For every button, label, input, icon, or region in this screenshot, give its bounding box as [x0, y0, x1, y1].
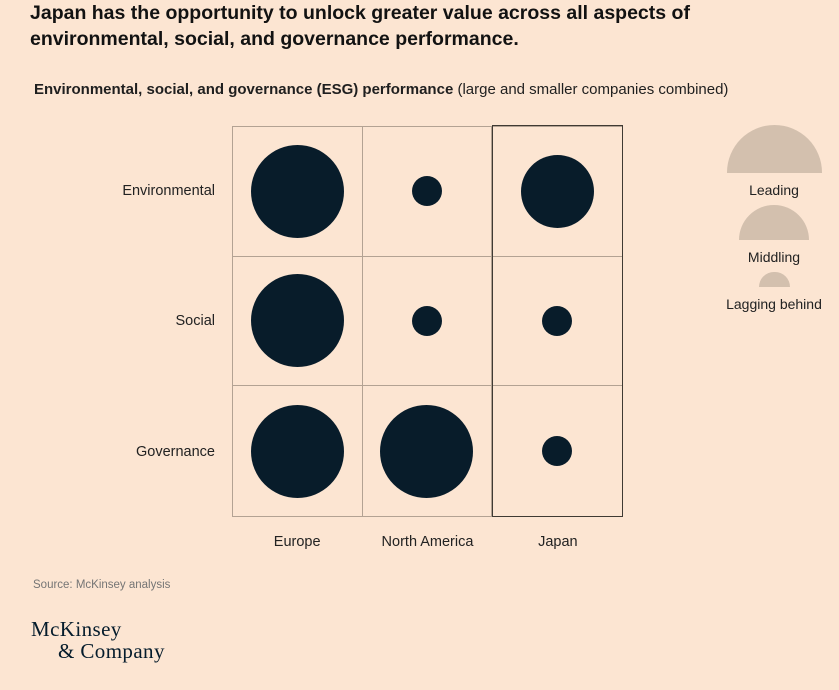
rating-bubble-leading — [250, 274, 344, 368]
cell-social-japan — [492, 257, 622, 387]
legend-semicircle-leading-icon — [726, 125, 822, 173]
mckinsey-logo: McKinsey & Company — [31, 618, 165, 662]
rating-bubble-lagging-behind — [542, 436, 573, 467]
chart-title-note: (large and smaller companies combined) — [453, 81, 729, 98]
legend-label-leading: Leading — [749, 181, 799, 198]
legend-label-lagging-behind: Lagging behind — [726, 296, 822, 312]
chart-title-bold: Environmental, social, and governance (E… — [34, 81, 454, 98]
col-label-north-america: North America — [381, 534, 474, 550]
chart-subtitle: Environmental, social, and governance (E… — [34, 81, 728, 98]
rating-bubble-leading — [380, 404, 474, 498]
cell-environmental-japan — [492, 127, 622, 257]
col-label-japan: Japan — [538, 534, 578, 550]
row-label-environmental: Environmental — [122, 183, 215, 200]
rating-bubble-middling — [520, 154, 594, 228]
row-labels: Environmental Social Governance — [0, 126, 215, 517]
source-note: Source: McKinsey analysis — [33, 579, 171, 591]
legend-semicircle-lagging-behind-icon — [758, 271, 790, 287]
legend-semicircle-middling-icon — [739, 204, 809, 240]
cell-environmental-europe — [233, 127, 363, 257]
rating-bubble-lagging-behind — [542, 305, 573, 336]
logo-line-1: McKinsey — [31, 617, 122, 641]
column-labels: Europe North America Japan — [232, 534, 623, 550]
cell-governance-japan — [492, 386, 622, 516]
bubble-grid — [232, 126, 623, 517]
col-label-europe: Europe — [273, 534, 321, 550]
cell-environmental-north-america — [362, 127, 493, 257]
cell-social-north-america — [362, 256, 493, 387]
cell-governance-europe — [233, 386, 363, 516]
cell-social-europe — [233, 256, 363, 387]
rating-bubble-lagging-behind — [411, 176, 442, 207]
legend-label-middling: Middling — [747, 248, 801, 265]
exhibit-title: Japan has the opportunity to unlock grea… — [30, 2, 690, 50]
cell-governance-north-america — [363, 386, 493, 516]
row-label-social: Social — [175, 313, 216, 330]
rating-bubble-lagging-behind — [411, 305, 442, 336]
rating-bubble-leading — [250, 404, 344, 498]
legend: Leading Middling Lagging behind — [709, 125, 839, 319]
rating-bubble-leading — [250, 144, 344, 238]
row-label-governance: Governance — [136, 443, 215, 460]
logo-line-2: & Company — [58, 639, 165, 663]
